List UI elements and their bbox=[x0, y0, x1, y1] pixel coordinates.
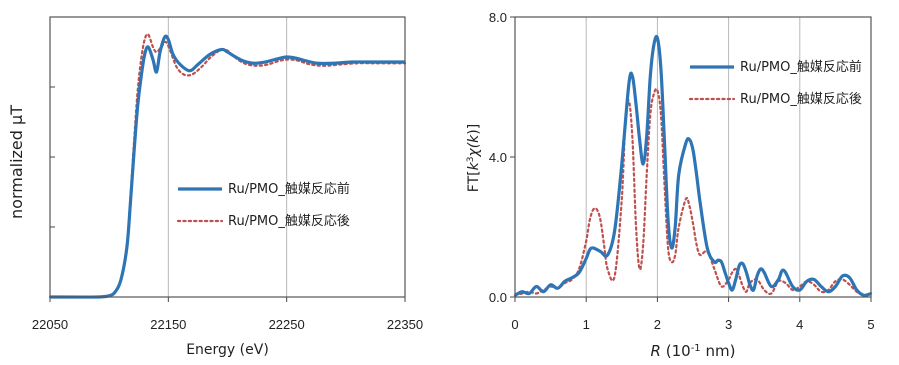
y-tick-label: 4.0 bbox=[489, 150, 507, 165]
y-axis-label-part: FT[ bbox=[466, 170, 482, 192]
x-tick-label: 4 bbox=[796, 317, 803, 332]
x-tick-label: 3 bbox=[725, 317, 732, 332]
x-tick-label: 1 bbox=[583, 317, 590, 332]
x-tick-label: 2 bbox=[654, 317, 661, 332]
x-tick-label: 22150 bbox=[150, 317, 186, 332]
y-tick-label: 8.0 bbox=[489, 10, 507, 25]
ft-exafs-chart: 0 1 2 3 4 50.04.08.0R (10-1 nm)FT[k3χ(k)]Ru/P… bbox=[466, 10, 875, 360]
y-axis-label-part: χ( bbox=[466, 142, 482, 157]
legend-label: Ru/PMO_触媒反応後 bbox=[228, 214, 350, 229]
y-axis-label-part: 3 bbox=[466, 157, 476, 163]
legend-label: Ru/PMO_触媒反応後 bbox=[740, 92, 862, 107]
x-axis-label-part: nm) bbox=[701, 342, 736, 360]
xanes-chart: 22050 22150 22250 22350 Energy (eV) normalize… bbox=[7, 16, 423, 358]
legend-label: Ru/PMO_触媒反応前 bbox=[228, 181, 350, 197]
x-tick-label: 5 bbox=[867, 317, 874, 332]
y-axis-label: FT[k3χ(k)] bbox=[466, 124, 482, 192]
x-axis-label: Energy (eV) bbox=[186, 342, 269, 358]
y-axis-label-part: k bbox=[466, 134, 482, 143]
plot-frame bbox=[49, 16, 406, 298]
y-axis-label-part: )] bbox=[466, 124, 482, 135]
x-axis-label: R (10-1 nm) bbox=[651, 342, 736, 360]
y-axis-label: normalized μT bbox=[7, 105, 26, 219]
series-line bbox=[49, 34, 405, 299]
series-line bbox=[513, 87, 873, 297]
x-axis-label-part: R bbox=[651, 342, 661, 360]
plot-frame bbox=[514, 16, 872, 298]
x-axis-label-part: -1 bbox=[691, 343, 701, 354]
y-tick-label: 0.0 bbox=[489, 290, 507, 305]
x-tick-label: 0 bbox=[511, 317, 518, 332]
series-line bbox=[514, 34, 872, 297]
y-axis-label-part: k bbox=[466, 161, 482, 170]
x-axis-label-part: (10 bbox=[661, 342, 691, 360]
x-tick-label: 22350 bbox=[387, 317, 423, 332]
series-line bbox=[48, 33, 407, 299]
x-tick-label: 22050 bbox=[32, 317, 68, 332]
legend-label: Ru/PMO_触媒反応前 bbox=[740, 59, 862, 75]
x-tick-label: 22250 bbox=[269, 317, 305, 332]
